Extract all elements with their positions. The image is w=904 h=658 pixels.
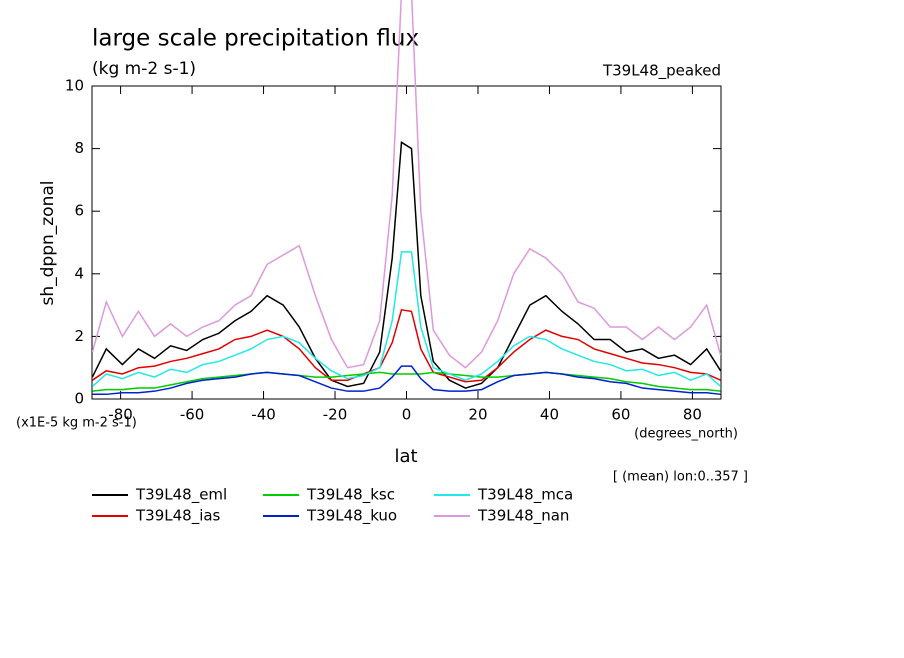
x-tick-label: 20 xyxy=(468,406,487,424)
x-units: (degrees_north) xyxy=(634,427,738,442)
legend-label: T39L48_ias xyxy=(135,507,221,526)
legend-label: T39L48_ksc xyxy=(306,486,395,505)
x-tick-label: 40 xyxy=(540,406,559,424)
y-axis-label: sh_dppn_zonal xyxy=(38,180,58,305)
series-line xyxy=(92,371,721,392)
series-line xyxy=(92,251,721,388)
chart-subtitle: (kg m-2 s-1) xyxy=(92,59,196,79)
x-tick-label: -60 xyxy=(180,406,205,424)
x-tick-label: -20 xyxy=(323,406,348,424)
note: [ (mean) lon:0..357 ] xyxy=(613,470,748,485)
y-units: (x1E-5 kg m-2 s-1) xyxy=(16,416,137,431)
x-axis-label: lat xyxy=(394,446,417,467)
series-line xyxy=(92,141,721,389)
y-tick-label: 0 xyxy=(74,390,84,408)
y-tick-label: 4 xyxy=(74,264,84,282)
y-tick-label: 2 xyxy=(74,327,84,345)
series-line xyxy=(92,308,721,383)
y-tick-label: 8 xyxy=(74,139,84,157)
legend-label: T39L48_nan xyxy=(477,507,569,526)
x-tick-label: -80 xyxy=(108,406,133,424)
x-tick-label: 0 xyxy=(402,406,412,424)
series-line xyxy=(92,0,721,369)
chart-title: large scale precipitation flux xyxy=(92,26,419,52)
y-tick-label: 10 xyxy=(65,77,84,95)
y-tick-label: 6 xyxy=(74,202,84,220)
legend-label: T39L48_kuo xyxy=(306,507,397,526)
x-tick-label: -40 xyxy=(251,406,276,424)
series-line xyxy=(92,365,721,396)
x-tick-label: 80 xyxy=(683,406,702,424)
legend-label: T39L48_eml xyxy=(135,486,227,505)
dataset-label: T39L48_peaked xyxy=(602,62,721,81)
legend-label: T39L48_mca xyxy=(477,486,573,505)
x-tick-label: 60 xyxy=(611,406,630,424)
